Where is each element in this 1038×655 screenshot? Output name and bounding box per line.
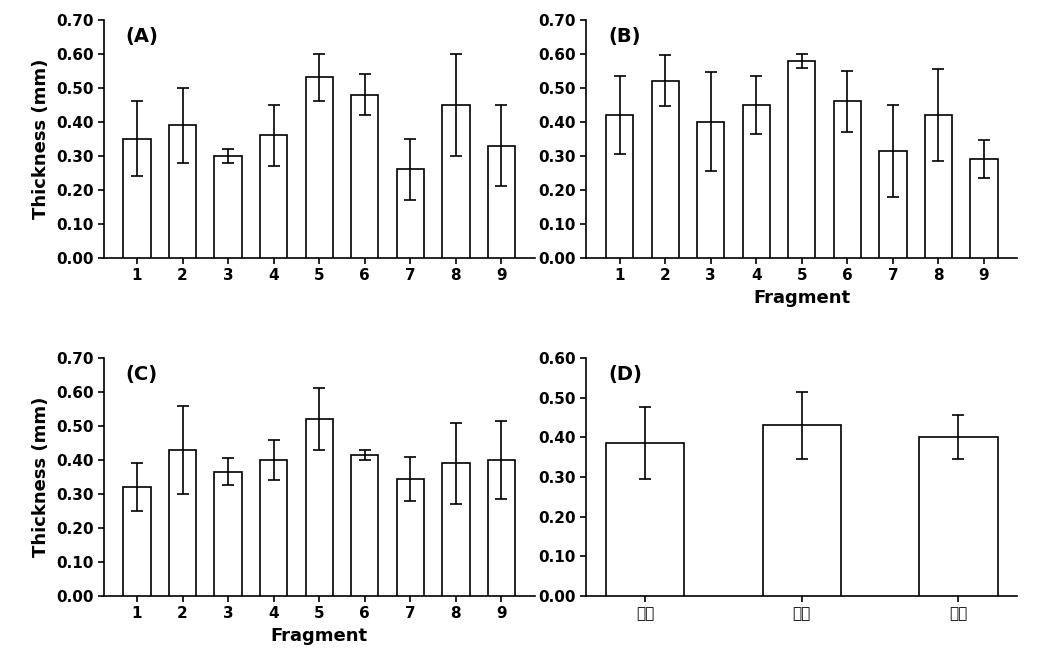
Bar	[261, 136, 288, 258]
Bar	[215, 472, 242, 596]
Bar	[606, 443, 684, 596]
Bar	[124, 487, 151, 596]
Bar	[879, 151, 906, 258]
Bar	[442, 105, 469, 258]
Bar	[920, 438, 998, 596]
Bar	[742, 105, 770, 258]
Text: (A): (A)	[126, 27, 158, 46]
Bar	[169, 125, 196, 258]
Bar	[698, 122, 725, 258]
Y-axis label: Thickness (mm): Thickness (mm)	[32, 397, 50, 557]
X-axis label: Fragment: Fragment	[271, 627, 367, 645]
Bar	[925, 115, 952, 258]
Bar	[351, 94, 379, 258]
Bar	[834, 102, 861, 258]
Bar	[488, 460, 515, 596]
Bar	[442, 463, 469, 596]
Bar	[971, 159, 998, 258]
Bar	[261, 460, 288, 596]
Y-axis label: Thickness (mm): Thickness (mm)	[32, 58, 50, 219]
Text: (D): (D)	[608, 365, 641, 384]
Bar	[488, 145, 515, 258]
Bar	[169, 450, 196, 596]
Bar	[763, 425, 841, 596]
Bar	[652, 81, 679, 258]
Bar	[788, 61, 816, 258]
Bar	[215, 156, 242, 258]
X-axis label: Fragment: Fragment	[754, 289, 850, 307]
Bar	[124, 139, 151, 258]
Text: (B): (B)	[608, 27, 640, 46]
Bar	[606, 115, 633, 258]
Text: (C): (C)	[126, 365, 158, 384]
Bar	[305, 77, 333, 258]
Bar	[397, 479, 424, 596]
Bar	[397, 170, 424, 258]
Bar	[351, 455, 379, 596]
Bar	[305, 419, 333, 596]
